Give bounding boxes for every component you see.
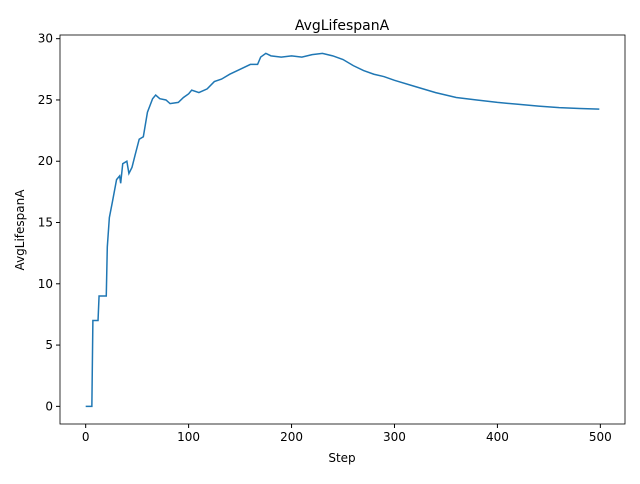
y-tick-label: 0 (45, 399, 53, 413)
x-tick-label: 500 (589, 430, 612, 444)
plot-frame (59, 34, 626, 425)
x-axis-label: Step (328, 451, 355, 465)
y-tick-label: 20 (38, 154, 53, 168)
y-tick-label: 15 (38, 216, 53, 230)
x-tick-label: 400 (486, 430, 509, 444)
y-tick-label: 10 (38, 277, 53, 291)
x-tick-label: 200 (280, 430, 303, 444)
x-tick-label: 0 (82, 430, 90, 444)
y-tick-label: 30 (38, 32, 53, 46)
y-tick-label: 25 (38, 93, 53, 107)
chart-title: AvgLifespanA (295, 18, 390, 34)
line (85, 52, 600, 408)
x-tick-label: 100 (177, 430, 200, 444)
x-tick-label: 300 (383, 430, 406, 444)
y-tick-label: 5 (45, 338, 53, 352)
y-axis-label: AvgLifespanA (13, 189, 27, 271)
